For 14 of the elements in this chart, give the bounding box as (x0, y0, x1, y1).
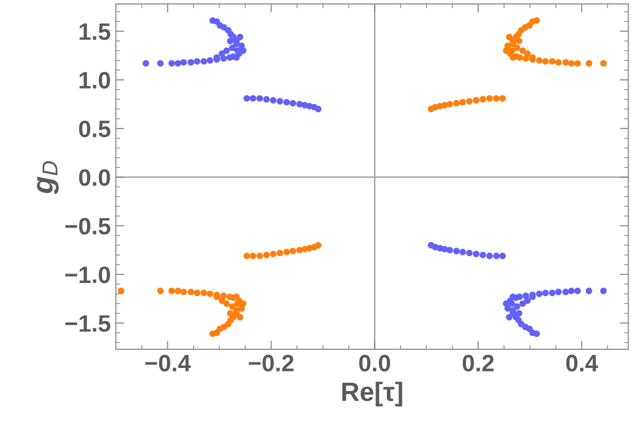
y-axis-title: g$_{D}$ (36, 161, 59, 194)
y-tick-label: 0.5 (79, 120, 110, 138)
x-tick-label: 0.4 (566, 354, 598, 372)
x-tick-label: −0.2 (248, 354, 294, 372)
x-tick-label: 0.2 (462, 354, 494, 372)
x-tick-label: −0.4 (145, 354, 191, 372)
x-tick-label: 0.0 (359, 354, 390, 372)
y-tick-label: −1.0 (65, 266, 110, 284)
y-tick-label: 0.0 (79, 169, 110, 186)
y-tick-label: 1.0 (80, 72, 110, 89)
y-tick-label: −1.5 (65, 315, 110, 332)
y-tick-label: 1.5 (80, 24, 110, 40)
x-axis-title: Re[τ] (342, 382, 402, 406)
y-tick-label: −0.5 (65, 218, 110, 235)
